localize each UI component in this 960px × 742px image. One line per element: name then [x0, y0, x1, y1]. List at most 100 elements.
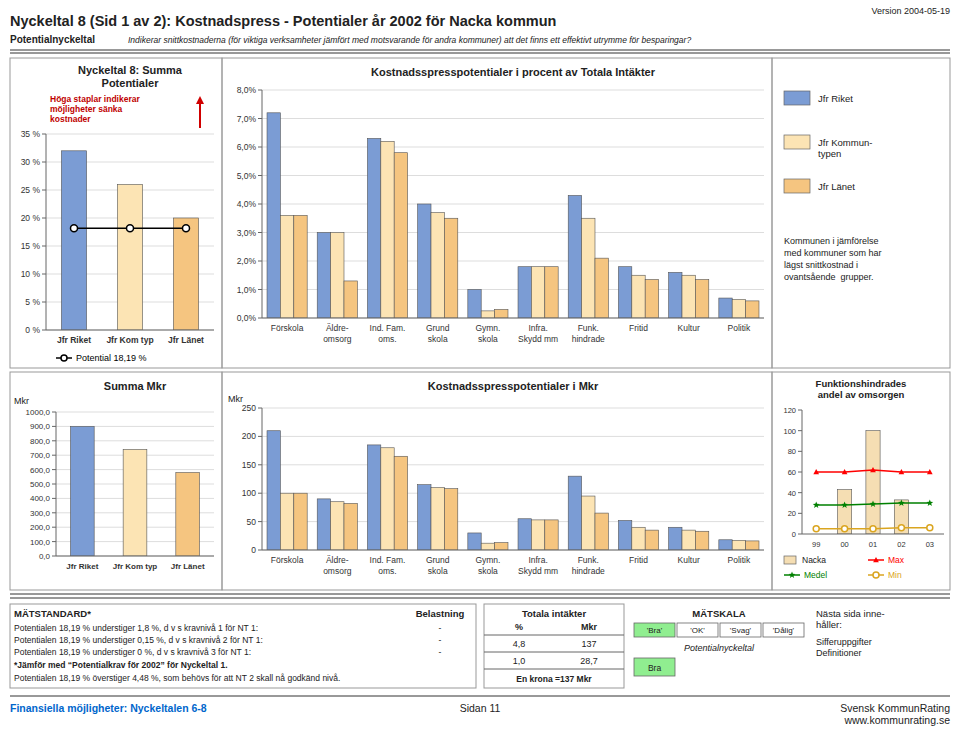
row-value: -: [439, 635, 442, 645]
text-line: Nacka: [802, 555, 826, 565]
text-line: ovantsående grupper.: [784, 272, 874, 282]
text-line: Nyckeltal 8: Summa: [78, 64, 183, 76]
tick-label: 1,0%: [237, 285, 257, 295]
category-label: Fritid: [629, 555, 648, 565]
text-line: Gymn.: [475, 323, 500, 333]
category-label: Politik: [728, 555, 751, 565]
tick-label: 6,0%: [237, 142, 257, 152]
marker: [813, 526, 819, 532]
text-line: Sidan 11: [460, 702, 501, 714]
tick-label: 400,0: [30, 494, 51, 503]
text-line: -: [439, 623, 442, 633]
text-line: En krona =137 Mkr: [516, 674, 592, 684]
axis-line: [262, 408, 263, 550]
tick: [258, 261, 262, 262]
bar: [568, 476, 581, 550]
text-line: Kultur: [678, 555, 700, 565]
marks: [267, 431, 759, 550]
separator: [10, 598, 950, 599]
bar: [719, 540, 732, 550]
axis-label: Mkr: [14, 396, 29, 406]
text-line: Ind. Fam.: [370, 555, 406, 565]
grid-line: [56, 556, 214, 557]
bar: [317, 499, 330, 550]
text-line: Belastning: [416, 608, 465, 619]
tick-label: 50: [247, 517, 257, 527]
tick-label: 120: [783, 406, 796, 415]
text-line: 137: [581, 639, 596, 649]
category-label: Infra.Skydd mm: [518, 323, 558, 344]
bar: [367, 445, 380, 550]
scale-cell: [677, 623, 718, 637]
tick-label: 10 %: [21, 269, 41, 279]
bar: [582, 218, 595, 318]
tick-label: 100,0: [30, 538, 51, 547]
marks: [813, 431, 933, 534]
text-line: 700,0: [30, 451, 51, 460]
axis-line: [262, 318, 764, 319]
category-label: Funk.hindrade: [572, 323, 605, 344]
legend-label: Jfr Kommun-typen: [818, 137, 872, 159]
legend-swatch: [789, 571, 796, 578]
plot: 0 %5 %10 %15 %20 %25 %30 %35 %Jfr RiketJ…: [21, 64, 214, 363]
tick-label: 8,0%: [237, 85, 257, 95]
tick: [52, 541, 56, 542]
bar: [495, 309, 508, 318]
text-line: Version 2004-05-19: [871, 6, 950, 16]
text-line: 5 %: [25, 297, 40, 307]
bar: [267, 113, 280, 318]
bar: [732, 299, 745, 318]
text-line: 0: [251, 545, 256, 555]
text-line: Sifferuppgifter: [816, 637, 872, 647]
footer-left: Finansiella möjligheter: Nyckeltalen 6-8: [10, 702, 207, 714]
text-line: Jfr Länet: [171, 562, 205, 571]
axis-line: [262, 90, 263, 318]
text-line: %: [515, 622, 523, 632]
tick: [52, 498, 56, 499]
text-line: 80: [788, 447, 796, 456]
table-title: Totala intäkter: [522, 608, 587, 619]
text-line: 1,0: [513, 656, 526, 666]
tick: [42, 190, 46, 191]
table-cell: 137: [581, 639, 596, 649]
tick-label: 30 %: [21, 157, 41, 167]
bar: [582, 496, 595, 550]
section-title: MÄTSTANDARD*: [14, 608, 91, 619]
arrow: [199, 100, 201, 128]
tick-label: 20: [788, 509, 796, 518]
bar: [294, 493, 307, 550]
text-line: Förskola: [271, 555, 304, 565]
text-line: *Jämför med “Potentialkrav för 2002” för…: [14, 660, 228, 670]
tick: [798, 410, 802, 411]
bar: [468, 290, 481, 319]
tick: [52, 484, 56, 485]
note: *Jämför med “Potentialkrav för 2002” för…: [14, 660, 228, 670]
chart-title: Kostnadsspresspotentialer i Mkr: [428, 380, 599, 392]
text-line: Fritid: [629, 555, 648, 565]
scale-caption: Potentialnyckeltal: [684, 643, 755, 653]
bar: [381, 141, 394, 318]
text-line: Mkr: [14, 396, 29, 406]
text-line: Ind. Fam.: [370, 323, 406, 333]
legend-label: Jfr Länet: [818, 181, 855, 192]
text-line: 0,0%: [237, 313, 257, 323]
bar: [294, 215, 307, 318]
bar: [719, 298, 732, 318]
tick-label: 1000,0: [26, 408, 51, 417]
rating-label: Bra: [648, 663, 662, 673]
text-line: 100,0: [30, 538, 51, 547]
legend-swatch: [873, 572, 879, 578]
panel: [10, 604, 476, 688]
text-line: Svensk KommunRating: [840, 702, 950, 714]
marker: [813, 469, 819, 474]
category-label: 00: [840, 540, 848, 549]
tick-label: 200,0: [30, 523, 51, 532]
grid-line: [46, 330, 214, 331]
page: Version 2004-05-19Nyckeltal 8 (Sid 1 av …: [0, 0, 960, 742]
category-label: Politik: [728, 323, 751, 333]
bar: [431, 488, 444, 550]
chart-title: Kostnadsspresspotentialer i procent av T…: [371, 66, 656, 78]
text-line: 03: [926, 540, 934, 549]
marker: [813, 501, 820, 508]
axis-line: [802, 410, 803, 534]
